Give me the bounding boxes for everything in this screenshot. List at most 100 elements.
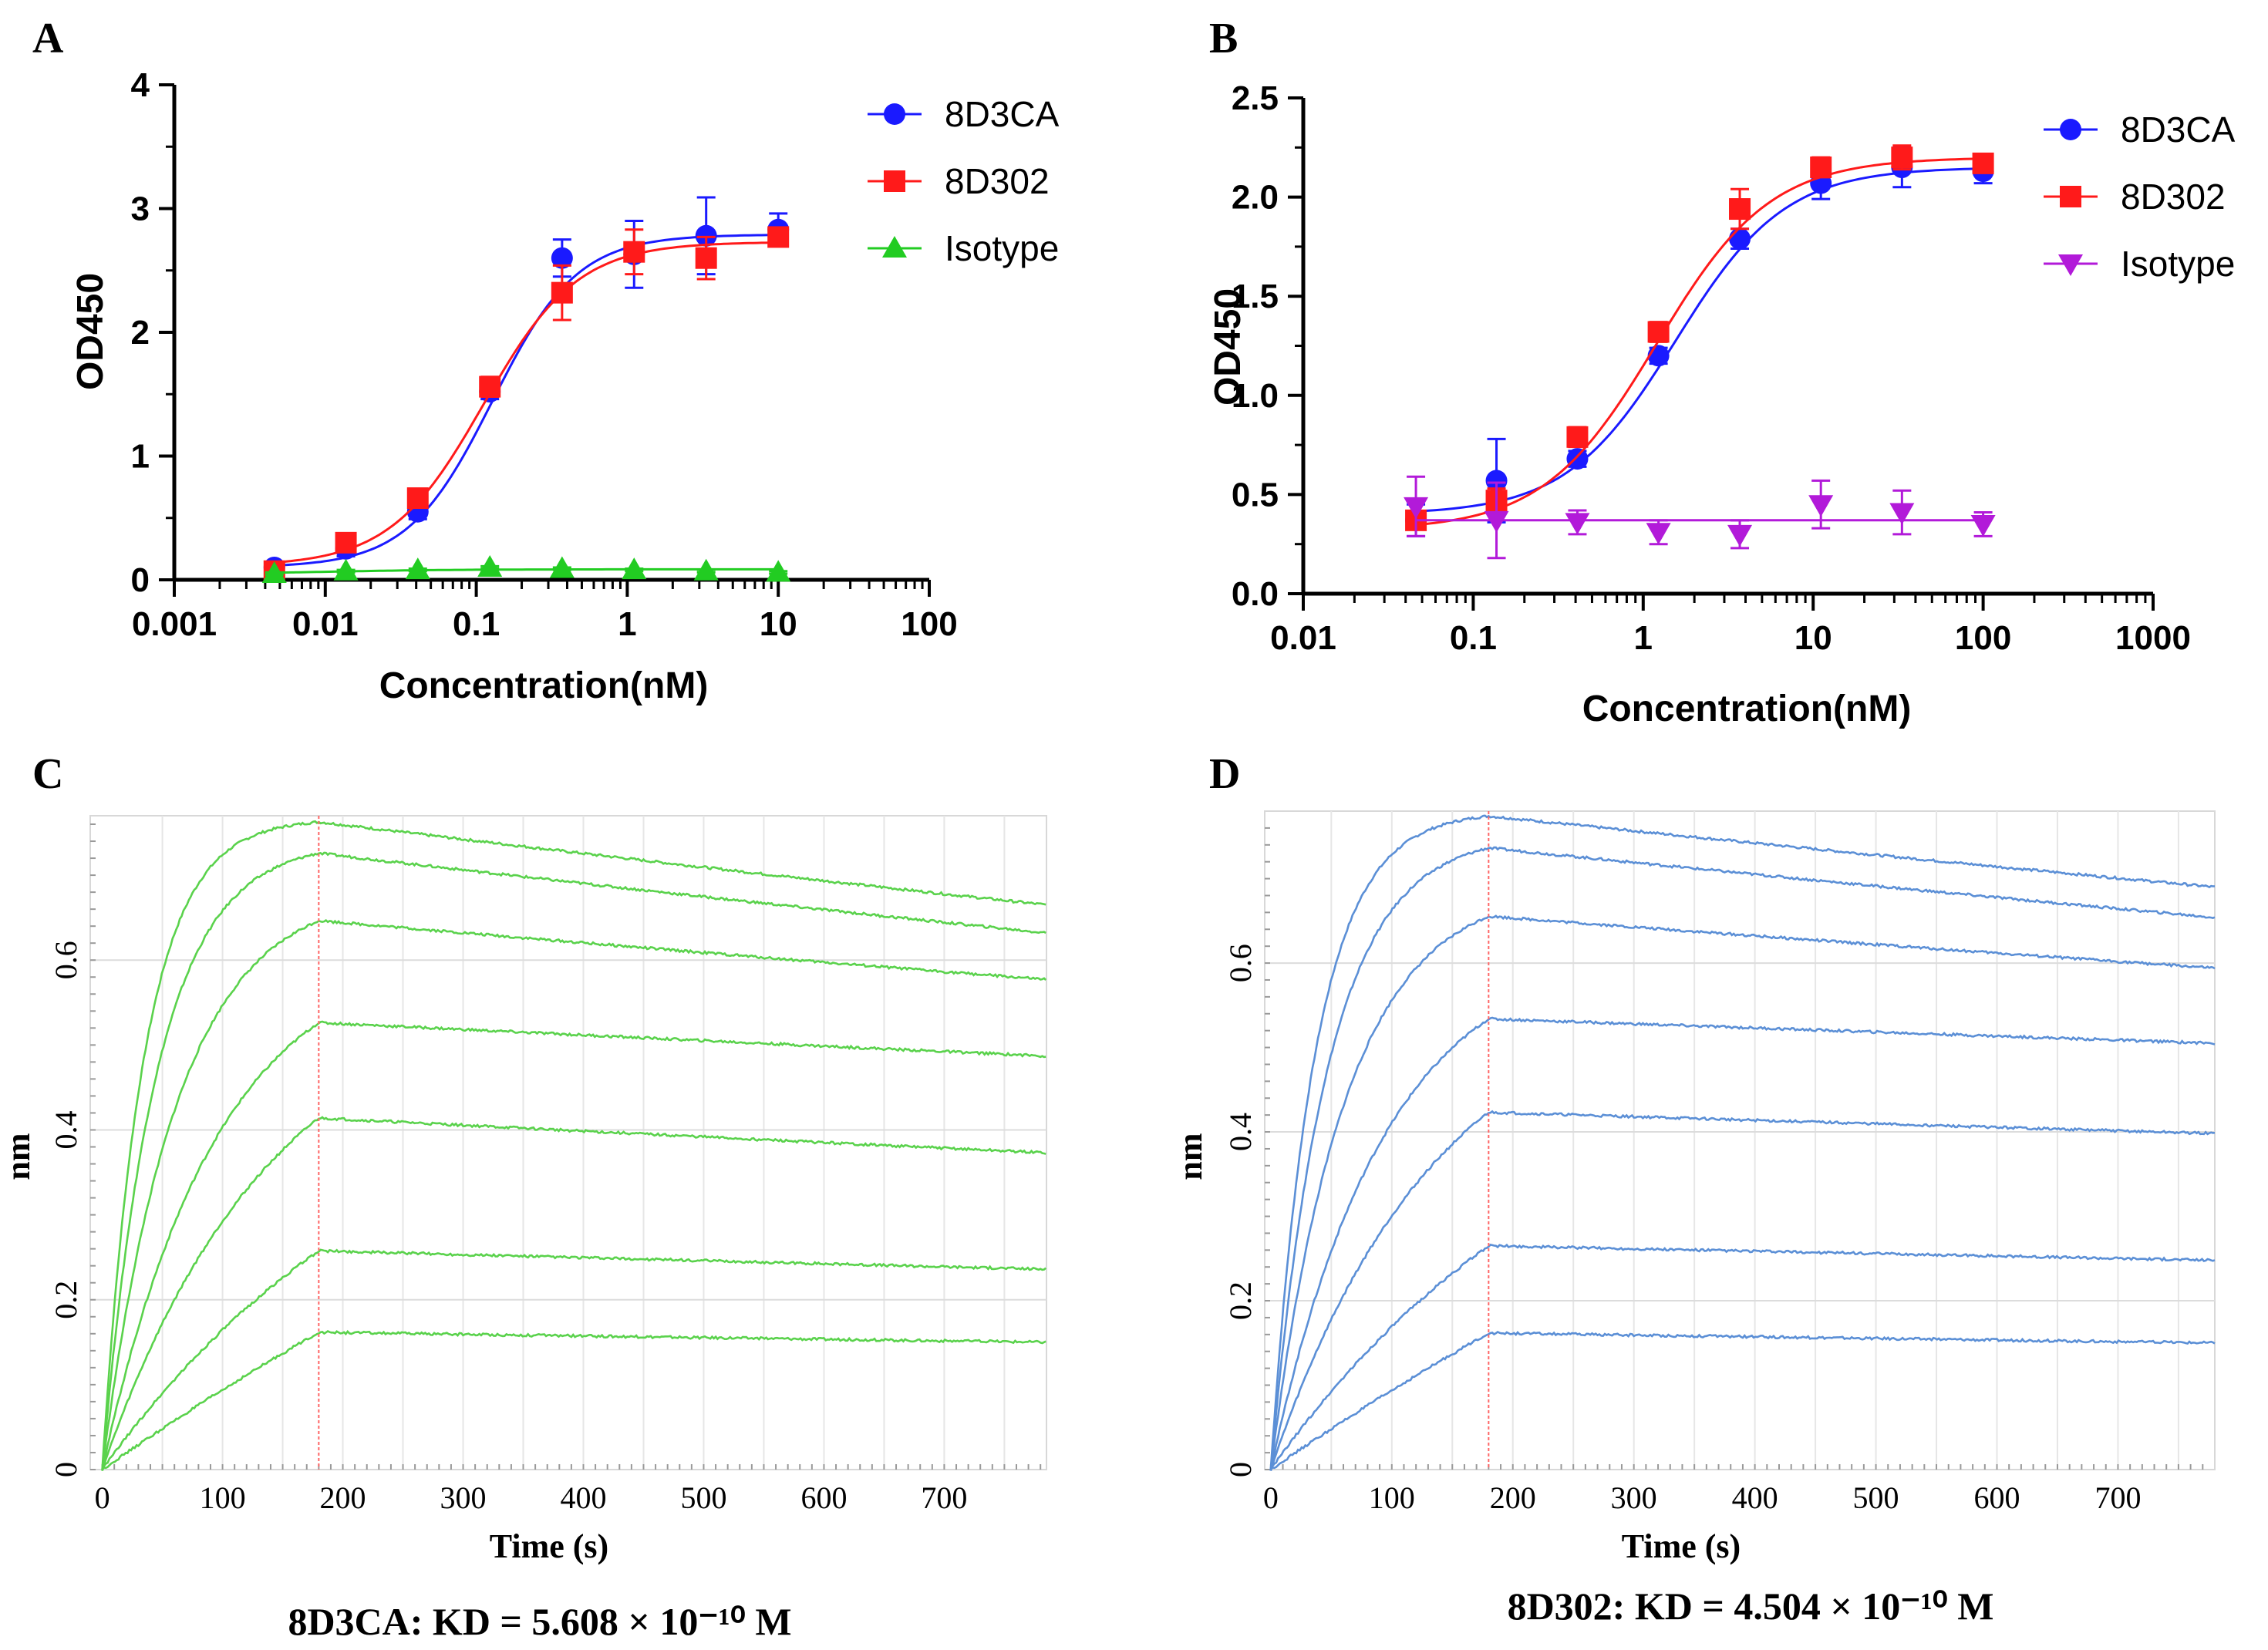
panel-c-x-tick-label: 500 <box>680 1480 726 1515</box>
panel-d-sensorgram-curve <box>1269 846 2216 1471</box>
legend-8d3ca-label: 8D3CA <box>945 94 1060 134</box>
panel-a-y-tick-label: 0 <box>131 561 150 599</box>
legend-8d302-label: 8D302 <box>945 161 1050 201</box>
series-isotype-point <box>1404 497 1429 519</box>
panel-d-sensorgram-curve <box>1269 1243 2216 1471</box>
series-8d302-fit-curve <box>274 241 779 564</box>
panel-d-x-tick-label: 200 <box>1490 1480 1536 1515</box>
panel-a-x-tick-label: 10 <box>760 605 797 643</box>
series-8d3ca-point <box>1729 227 1751 250</box>
panel-a-x-tick-label: 1 <box>618 605 636 643</box>
panel-b-x-axis-label: Concentration(nM) <box>1582 689 1912 729</box>
panel-a-y-tick-label: 4 <box>131 66 150 104</box>
panel-c-x-tick-label: 700 <box>921 1480 967 1515</box>
panel-b-y-tick-label: 0.0 <box>1232 575 1279 613</box>
panel-d-sensorgram-curve <box>1269 1330 2216 1470</box>
series-isotype-point <box>766 560 791 582</box>
panel-b-y-tick-label: 1.5 <box>1232 278 1279 315</box>
series-8d3ca-point <box>1485 470 1508 492</box>
legend-isotype-marker <box>2058 254 2083 276</box>
series-8d302-point <box>1972 152 1994 174</box>
series-isotype-point <box>622 557 647 580</box>
panel-c-sensorgram-curve <box>101 1329 1046 1470</box>
panel-c-plot: 0 100 200 300 400 500 600 700 0 0.2 0.4 0.6 <box>49 815 1047 1515</box>
panel-a-x-tick-label: 100 <box>901 605 957 643</box>
panel-a-x-tick-label: 0.01 <box>292 605 359 643</box>
panel-d-sensorgram-curve <box>1269 814 2216 1470</box>
legend-8d3ca-marker <box>2060 119 2081 140</box>
series-isotype-point <box>1565 513 1590 535</box>
panel-c-y-tick-label: 0.6 <box>49 941 83 979</box>
series-8d3ca-point <box>551 247 573 269</box>
panel-c-x-tick-label: 200 <box>320 1480 366 1515</box>
series-8d302-point <box>1647 321 1670 343</box>
panel-b-x-tick-label: 1 <box>1634 619 1653 657</box>
legend-8d3ca-marker <box>884 103 905 125</box>
series-8d302-point <box>695 247 717 269</box>
panel-d-x-axis-label: Time (s) <box>1622 1527 1741 1565</box>
series-8d302-point <box>1729 198 1751 221</box>
legend-isotype-marker <box>882 236 907 258</box>
panel-d-x-tick-label: 500 <box>1853 1480 1899 1515</box>
series-isotype-point <box>1808 495 1834 517</box>
panel-b-dose-response: 0.01 0.1 1 10 100 1000 0.0 0.5 1.0 1.5 2.0 2.5 8D3CA… <box>1208 79 2236 729</box>
panel-d-plot-frame <box>1264 810 2216 1470</box>
panel-c-y-tick-label: 0 <box>49 1462 83 1477</box>
series-isotype-fit-curve <box>274 567 779 574</box>
series-isotype-point <box>1889 503 1915 525</box>
panel-d-y-tick-label: 0.2 <box>1223 1281 1258 1320</box>
series-8d302-point <box>335 531 357 554</box>
panel-c-y-axis-label: nm <box>0 1133 37 1180</box>
panel-c-sensorgram-curve <box>101 820 1046 1470</box>
series-8d302-point <box>767 226 790 248</box>
series-8d302-point <box>623 241 645 263</box>
panel-a-x-axis-label: Concentration(nM) <box>379 665 709 706</box>
panel-c-x-tick-label: 300 <box>440 1480 487 1515</box>
series-8d302-point <box>1891 146 1913 169</box>
legend-isotype-label: Isotype <box>2121 244 2235 284</box>
series-8d302-point <box>479 375 501 398</box>
panel-d-y-axis-label: nm <box>1171 1133 1209 1180</box>
series-isotype-point <box>1727 524 1753 547</box>
panel-a-y-axis-label: OD450 <box>70 273 111 390</box>
series-8d3ca-fit-curve <box>1416 167 1983 513</box>
panel-b-y-tick-label: 2.5 <box>1232 79 1279 117</box>
panel-a-y-tick-label: 1 <box>131 438 150 476</box>
panel-d-x-tick-label: 0 <box>1263 1480 1279 1515</box>
panel-c-binding-kinetics: 0 100 200 300 400 500 600 700 0 0.2 0.4 0.6 Time (s… <box>0 815 1047 1643</box>
panel-d-x-tick-label: 100 <box>1369 1480 1415 1515</box>
panel-c-sensorgram-curve <box>101 1116 1046 1470</box>
panel-label-a: A <box>32 15 64 62</box>
panel-b-y-tick-label: 1.0 <box>1232 377 1279 415</box>
series-8d302-fit-curve <box>1415 157 1983 527</box>
series-isotype-point <box>1970 514 1996 537</box>
panel-a-y-tick-label: 2 <box>131 314 150 352</box>
panel-label-c: C <box>32 750 63 798</box>
panel-d-sensorgram-curve <box>1269 1016 2216 1471</box>
panel-c-y-tick-label: 0.4 <box>49 1110 83 1149</box>
panel-d-kd-caption: 8D302: KD = 4.504 × 10⁻¹⁰ M <box>1508 1584 1994 1628</box>
panel-c-x-axis-label: Time (s) <box>490 1527 608 1565</box>
series-isotype-point <box>261 561 287 583</box>
panel-b-x-tick-label: 10 <box>1795 619 1832 657</box>
panel-c-sensorgram-curve <box>101 851 1046 1471</box>
series-8d302-point <box>1566 426 1589 448</box>
panel-d-y-tick-label: 0.6 <box>1223 944 1258 982</box>
series-isotype-point <box>1484 510 1509 533</box>
legend-8d302-marker <box>2060 186 2081 207</box>
series-isotype-point <box>693 558 719 581</box>
panel-a-x-tick-label: 0.001 <box>132 605 217 643</box>
series-isotype-point <box>477 554 503 577</box>
panel-b-y-axis-label: OD450 <box>1208 288 1249 406</box>
panel-b-x-tick-label: 1000 <box>2115 619 2191 657</box>
panel-b-x-tick-label: 0.1 <box>1450 619 1497 657</box>
panel-c-y-tick-label: 0.2 <box>49 1281 83 1319</box>
series-8d302-point <box>551 281 573 304</box>
panel-c-kd-caption: 8D3CA: KD = 5.608 × 10⁻¹⁰ M <box>288 1600 791 1643</box>
panel-b-y-tick-label: 2.0 <box>1232 179 1279 217</box>
series-8d3ca-point <box>695 224 717 247</box>
panel-d-y-tick-label: 0 <box>1223 1462 1258 1477</box>
legend-8d3ca-label: 8D3CA <box>2121 109 2236 150</box>
panel-label-b: B <box>1209 15 1238 62</box>
series-isotype-point <box>405 557 430 580</box>
